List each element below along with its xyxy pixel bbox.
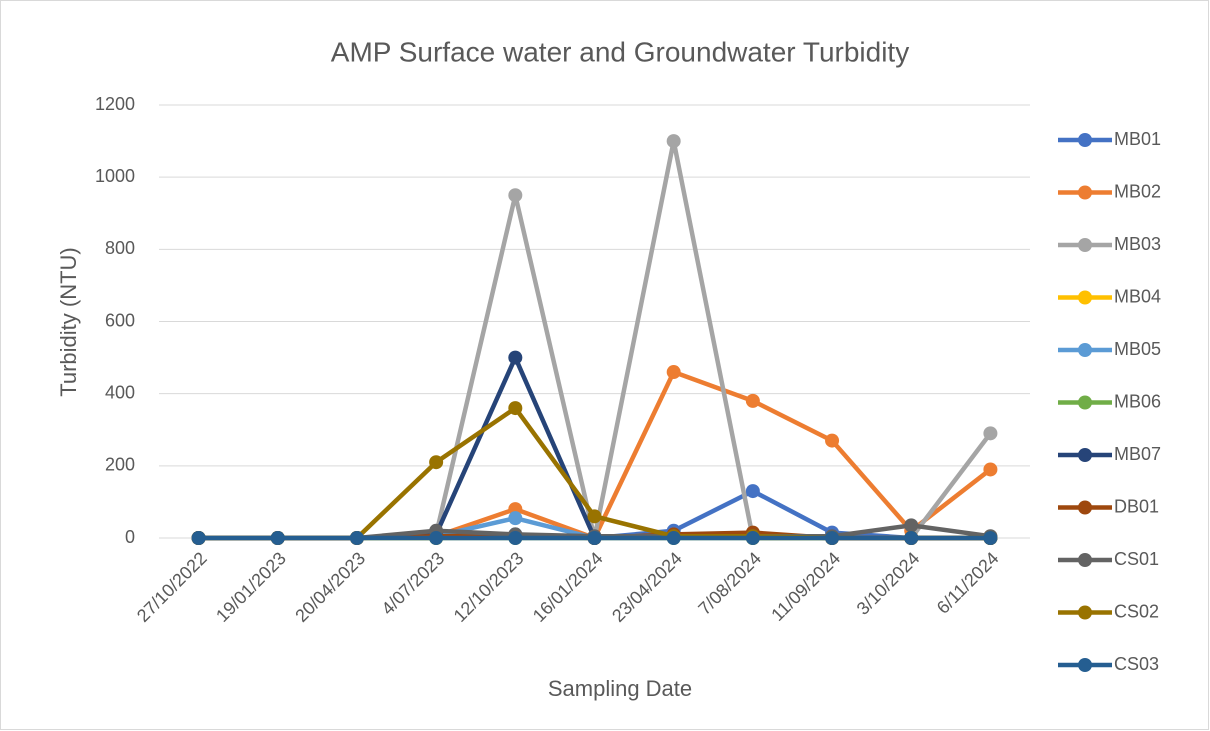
y-tick-label: 0 [125, 527, 135, 547]
legend-marker [1078, 448, 1092, 462]
data-point [587, 509, 602, 524]
legend-marker [1078, 658, 1092, 672]
legend-marker [1078, 133, 1092, 147]
chart-title: AMP Surface water and Groundwater Turbid… [331, 36, 909, 67]
y-axis-label: Turbidity (NTU) [56, 247, 81, 397]
data-point [508, 401, 523, 416]
legend-label: MB07 [1114, 444, 1161, 464]
data-point [904, 531, 919, 545]
y-tick-label: 1200 [95, 94, 135, 114]
data-point [745, 393, 760, 408]
data-point [666, 531, 681, 545]
legend-label: CS03 [1114, 654, 1159, 674]
legend-label: MB04 [1114, 286, 1161, 306]
legend-label: MB03 [1114, 234, 1161, 254]
data-point [745, 484, 760, 499]
data-point [508, 511, 523, 526]
data-point [429, 455, 444, 470]
legend-label: CS01 [1114, 549, 1159, 569]
legend-marker [1078, 185, 1092, 200]
legend-label: MB05 [1114, 339, 1161, 359]
data-point [508, 350, 523, 365]
legend-marker [1078, 343, 1092, 357]
legend-marker [1078, 553, 1092, 567]
data-point [745, 531, 760, 545]
y-tick-label: 600 [105, 310, 135, 330]
x-axis-label: Sampling Date [548, 676, 692, 701]
data-point [983, 426, 998, 441]
legend-marker [1078, 395, 1092, 410]
data-point [983, 462, 998, 477]
data-point [270, 531, 285, 545]
data-point [508, 188, 523, 203]
data-point [904, 518, 919, 533]
y-tick-label: 800 [105, 238, 135, 258]
data-point [429, 531, 444, 545]
legend-label: MB01 [1114, 129, 1161, 149]
data-point [983, 531, 998, 545]
data-point [825, 531, 840, 545]
legend-marker [1078, 500, 1092, 515]
legend-marker [1078, 605, 1092, 620]
y-tick-label: 1000 [95, 166, 135, 186]
data-point [508, 531, 523, 545]
data-point [191, 531, 206, 545]
legend-label: MB06 [1114, 391, 1161, 411]
legend-label: CS02 [1114, 601, 1159, 621]
data-point [666, 134, 681, 149]
data-point [666, 365, 681, 380]
legend-marker [1078, 238, 1092, 252]
data-point [349, 531, 364, 545]
legend-marker [1078, 290, 1092, 305]
data-point [825, 433, 840, 448]
legend-label: MB02 [1114, 181, 1161, 201]
y-tick-label: 200 [105, 455, 135, 475]
legend-label: DB01 [1114, 496, 1159, 516]
data-point [587, 531, 602, 545]
y-tick-label: 400 [105, 382, 135, 402]
